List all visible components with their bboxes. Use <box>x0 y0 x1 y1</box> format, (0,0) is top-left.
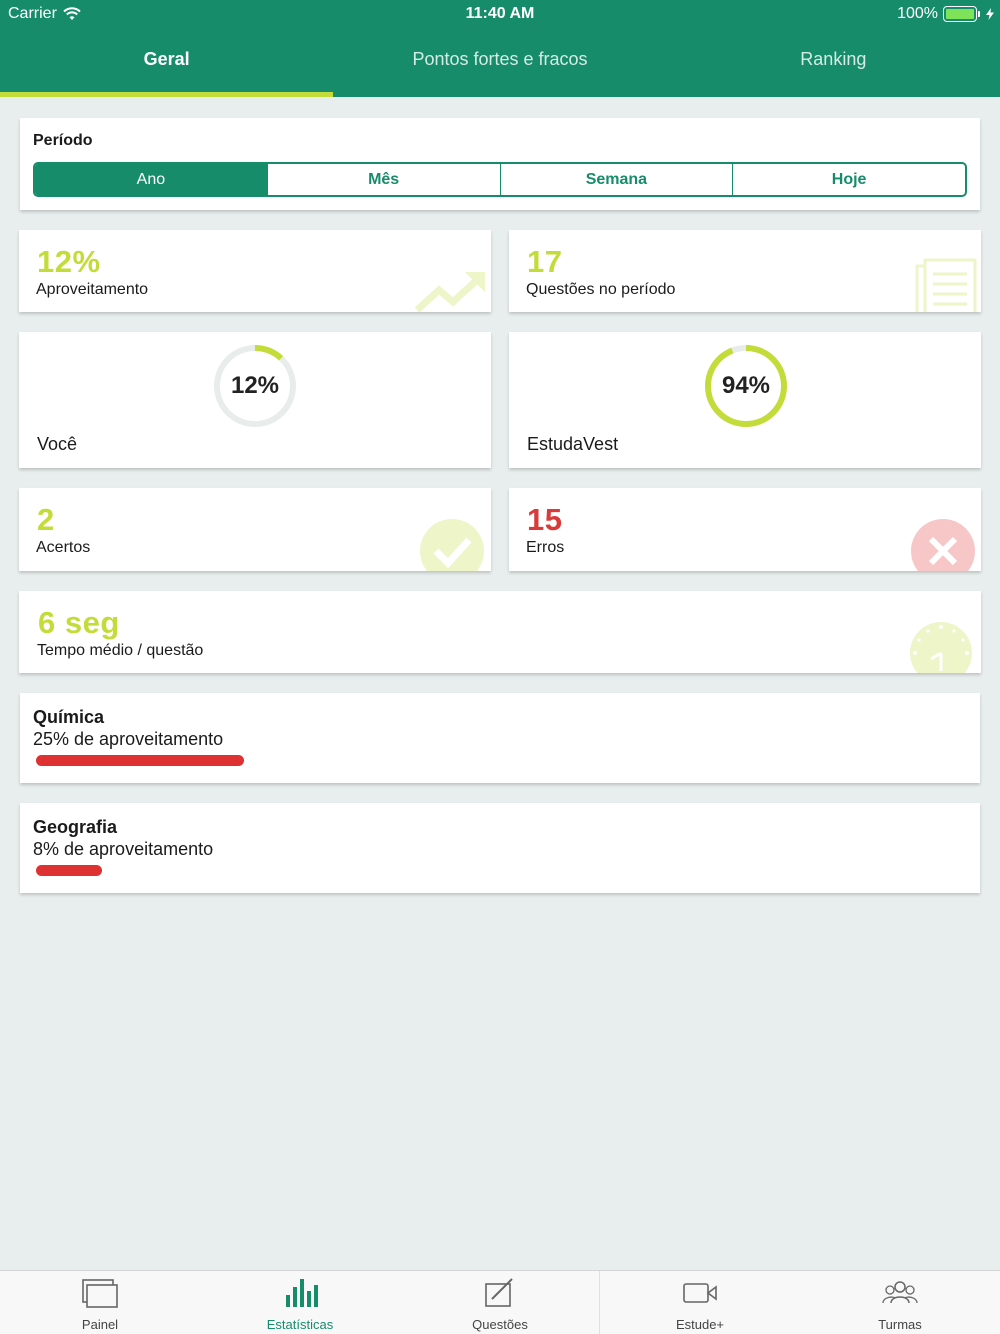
acertos-label: Acertos <box>36 539 91 556</box>
subject-progress-bar <box>36 865 102 876</box>
acertos-card: 2 Acertos <box>19 488 491 571</box>
estudavest-progress-ring: 94% <box>704 344 788 428</box>
nav-turmas-label: Turmas <box>878 1317 922 1332</box>
aproveitamento-value: 12% <box>37 244 101 279</box>
tab-pontos-label: Pontos fortes e fracos <box>412 49 588 69</box>
periodo-segmented-control: Ano Mês Semana Hoje <box>33 162 967 197</box>
subject-aproveitamento: 25% de aproveitamento <box>33 729 224 749</box>
top-header: Carrier 11:40 AM 100% Geral Pontos forte… <box>0 0 1000 97</box>
bottom-tab-bar: Painel Estatísticas Questões Estude+ <box>0 1270 1000 1334</box>
nav-estude-mais-label: Estude+ <box>675 1317 725 1332</box>
periodo-option-semana[interactable]: Semana <box>499 164 733 195</box>
subject-card-quimica[interactable]: Química 25% de aproveitamento <box>20 693 980 783</box>
carrier-label: Carrier <box>8 5 57 22</box>
close-circle-icon <box>911 519 975 571</box>
voce-percent: 12% <box>230 372 280 399</box>
tempo-card: 6 seg Tempo médio / questão <box>19 591 981 673</box>
periodo-option-ano[interactable]: Ano <box>35 164 267 195</box>
estudavest-percent: 94% <box>721 372 771 399</box>
nav-painel-label: Painel <box>81 1317 119 1332</box>
video-camera-icon <box>683 1283 717 1303</box>
tab-ranking-label: Ranking <box>800 49 867 69</box>
nav-divider <box>599 1271 600 1334</box>
questoes-value: 17 <box>527 244 563 279</box>
periodo-card: Período Ano Mês Semana Hoje <box>20 118 980 210</box>
trending-up-icon <box>415 272 485 312</box>
aproveitamento-label: Aproveitamento <box>36 281 149 298</box>
tab-geral-label: Geral <box>143 49 190 69</box>
erros-value: 15 <box>527 502 563 537</box>
tempo-value: 6 seg <box>38 605 120 640</box>
battery-icon <box>943 6 980 22</box>
nav-estatisticas-label: Estatísticas <box>266 1317 334 1332</box>
voce-card: 12% Você <box>19 332 491 468</box>
nav-painel[interactable]: Painel <box>0 1271 200 1334</box>
questoes-label: Questões no período <box>526 281 676 298</box>
status-bar: Carrier 11:40 AM 100% <box>0 0 1000 28</box>
acertos-value: 2 <box>37 502 55 537</box>
charging-icon <box>986 8 994 20</box>
nav-turmas[interactable]: Turmas <box>800 1271 1000 1334</box>
voce-progress-ring: 12% <box>213 344 297 428</box>
status-time: 11:40 AM <box>465 5 535 22</box>
document-list-icon <box>915 258 977 312</box>
questoes-card: 17 Questões no período <box>509 230 981 312</box>
voce-label: Você <box>37 434 78 454</box>
erros-card: 15 Erros <box>509 488 981 571</box>
group-icon <box>882 1281 918 1304</box>
periodo-option-hoje[interactable]: Hoje <box>732 164 965 195</box>
battery-percent: 100% <box>897 5 938 22</box>
top-tabs: Geral Pontos fortes e fracos Ranking <box>0 28 1000 97</box>
periodo-title: Período <box>33 132 93 149</box>
battery-status: 100% <box>897 5 994 23</box>
subject-progress-bar <box>36 755 244 766</box>
check-circle-icon <box>420 519 484 571</box>
tab-geral[interactable]: Geral <box>0 28 334 97</box>
nav-estude-mais[interactable]: Estude+ <box>600 1271 800 1334</box>
subject-aproveitamento: 8% de aproveitamento <box>33 839 214 859</box>
tempo-label: Tempo médio / questão <box>37 642 204 659</box>
periodo-option-mes[interactable]: Mês <box>266 164 500 195</box>
estudavest-card: 94% EstudaVest <box>509 332 981 468</box>
bar-chart-icon <box>286 1279 318 1307</box>
edit-icon <box>485 1278 513 1307</box>
tab-pontos-fortes-e-fracos[interactable]: Pontos fortes e fracos <box>333 28 666 97</box>
tab-ranking[interactable]: Ranking <box>667 28 1000 97</box>
wifi-icon <box>63 7 81 20</box>
subject-name: Geografia <box>33 817 118 837</box>
aproveitamento-card: 12% Aproveitamento <box>19 230 491 312</box>
active-tab-indicator <box>0 92 334 97</box>
nav-questoes[interactable]: Questões <box>400 1271 600 1334</box>
subject-card-geografia[interactable]: Geografia 8% de aproveitamento <box>20 803 980 893</box>
carrier-info: Carrier <box>8 5 81 23</box>
clock-icon <box>910 622 972 673</box>
erros-label: Erros <box>526 539 565 556</box>
nav-estatisticas[interactable]: Estatísticas <box>200 1271 400 1334</box>
panel-icon <box>82 1279 118 1308</box>
subject-name: Química <box>33 707 105 727</box>
nav-questoes-label: Questões <box>472 1317 528 1332</box>
estudavest-label: EstudaVest <box>527 434 619 454</box>
